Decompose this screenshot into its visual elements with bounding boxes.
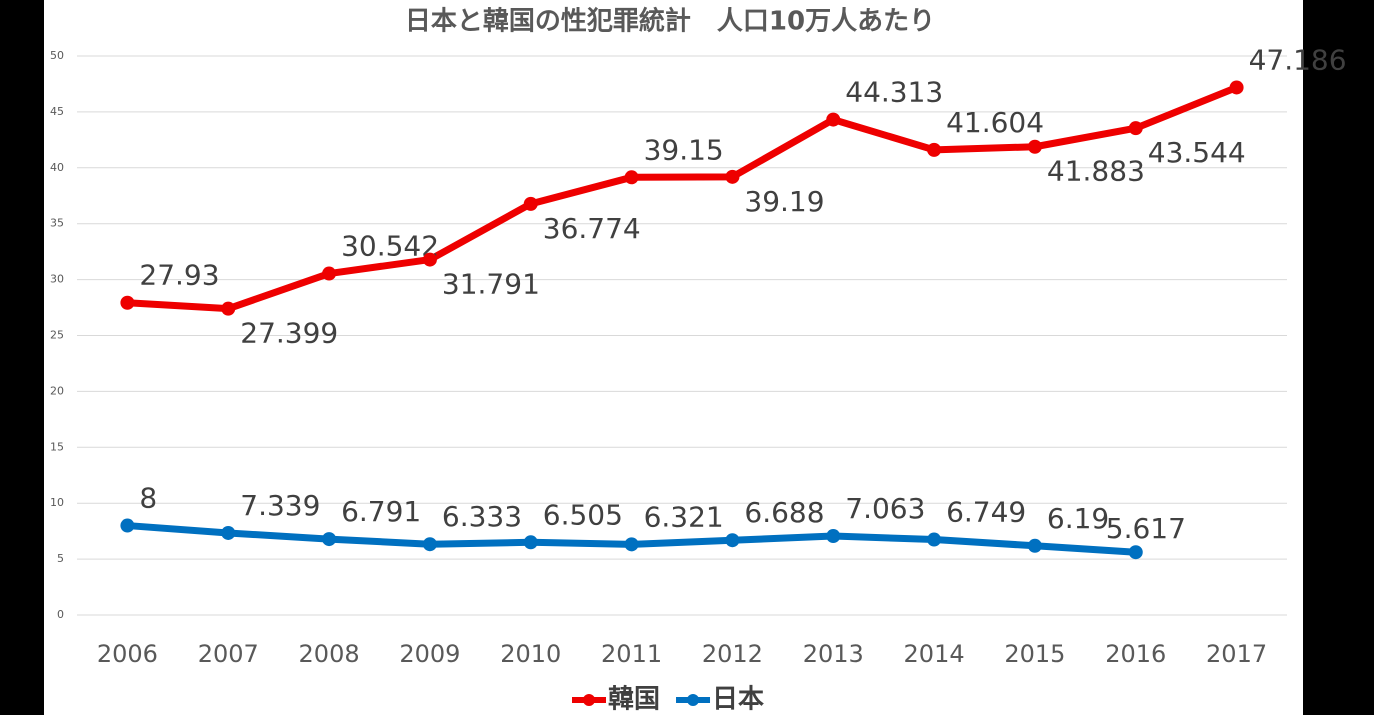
y-tick-label: 10	[50, 496, 64, 509]
y-tick-label: 30	[50, 273, 64, 286]
data-label: 6.321	[644, 500, 724, 533]
data-label: 30.542	[341, 230, 439, 263]
x-tick-label: 2013	[803, 640, 864, 668]
legend-label: 韓国	[608, 685, 660, 715]
data-point	[1229, 80, 1244, 95]
y-tick-label: 5	[57, 552, 64, 565]
series-line	[127, 84, 1238, 313]
data-point	[1027, 139, 1042, 154]
data-label: 6.333	[442, 500, 522, 533]
data-point	[725, 169, 740, 184]
data-label: 36.774	[543, 212, 641, 245]
x-tick-label: 2014	[904, 640, 965, 668]
y-tick-label: 40	[50, 161, 64, 174]
x-tick-label: 2012	[702, 640, 763, 668]
x-tick-label: 2006	[97, 640, 158, 668]
data-label: 41.604	[946, 106, 1044, 139]
data-label: 5.617	[1106, 512, 1186, 545]
y-tick-label: 45	[50, 105, 64, 118]
x-tick-label: 2015	[1004, 640, 1065, 668]
data-label: 47.186	[1249, 43, 1347, 76]
legend-label: 日本	[712, 685, 764, 715]
data-label: 39.15	[644, 133, 724, 166]
legend-marker	[687, 694, 700, 706]
data-point	[523, 535, 538, 550]
y-tick-label: 25	[50, 329, 64, 342]
chart-area	[44, 0, 1303, 715]
data-point	[120, 295, 135, 310]
data-point	[1128, 121, 1143, 136]
data-point	[322, 266, 337, 281]
data-label: 8	[139, 482, 157, 515]
x-tick-label: 2007	[198, 640, 259, 668]
data-point	[927, 142, 942, 157]
data-point	[826, 529, 841, 544]
y-tick-label: 35	[50, 217, 64, 230]
data-point	[1128, 545, 1143, 560]
data-label: 7.339	[240, 489, 320, 522]
data-label: 41.883	[1047, 155, 1145, 188]
data-point	[826, 112, 841, 127]
data-label: 43.544	[1148, 136, 1246, 169]
data-point	[322, 532, 337, 547]
data-point	[221, 301, 236, 316]
data-point	[624, 170, 639, 185]
x-tick-label: 2017	[1206, 640, 1267, 668]
x-tick-label: 2016	[1105, 640, 1166, 668]
data-label: 27.93	[139, 259, 219, 292]
data-point	[523, 196, 538, 211]
data-label: 27.399	[240, 317, 338, 350]
x-tick-label: 2011	[601, 640, 662, 668]
legend-marker	[583, 694, 595, 706]
data-point	[1027, 538, 1042, 553]
x-tick-label: 2009	[399, 640, 460, 668]
data-point	[725, 533, 740, 548]
data-point	[422, 537, 437, 552]
data-point	[221, 525, 236, 540]
data-label: 6.791	[341, 495, 421, 528]
data-label: 7.063	[845, 492, 925, 525]
y-tick-label: 15	[50, 440, 64, 453]
y-tick-label: 20	[50, 384, 64, 397]
data-point	[422, 252, 437, 267]
data-label: 6.688	[744, 496, 824, 529]
data-point	[624, 537, 639, 552]
data-label: 6.19	[1047, 502, 1109, 535]
data-label: 31.791	[442, 268, 540, 301]
data-label: 44.313	[845, 76, 943, 109]
x-tick-label: 2008	[299, 640, 360, 668]
data-point	[927, 532, 942, 547]
chart-title: 日本と韓国の性犯罪統計 人口10万人あたり	[405, 6, 935, 37]
data-label: 39.19	[744, 185, 824, 218]
y-tick-label: 0	[57, 608, 64, 621]
data-point	[120, 518, 135, 533]
data-label: 6.749	[946, 496, 1026, 529]
data-label: 6.505	[543, 498, 623, 531]
x-tick-label: 2010	[500, 640, 561, 668]
y-tick-label: 50	[50, 49, 64, 62]
